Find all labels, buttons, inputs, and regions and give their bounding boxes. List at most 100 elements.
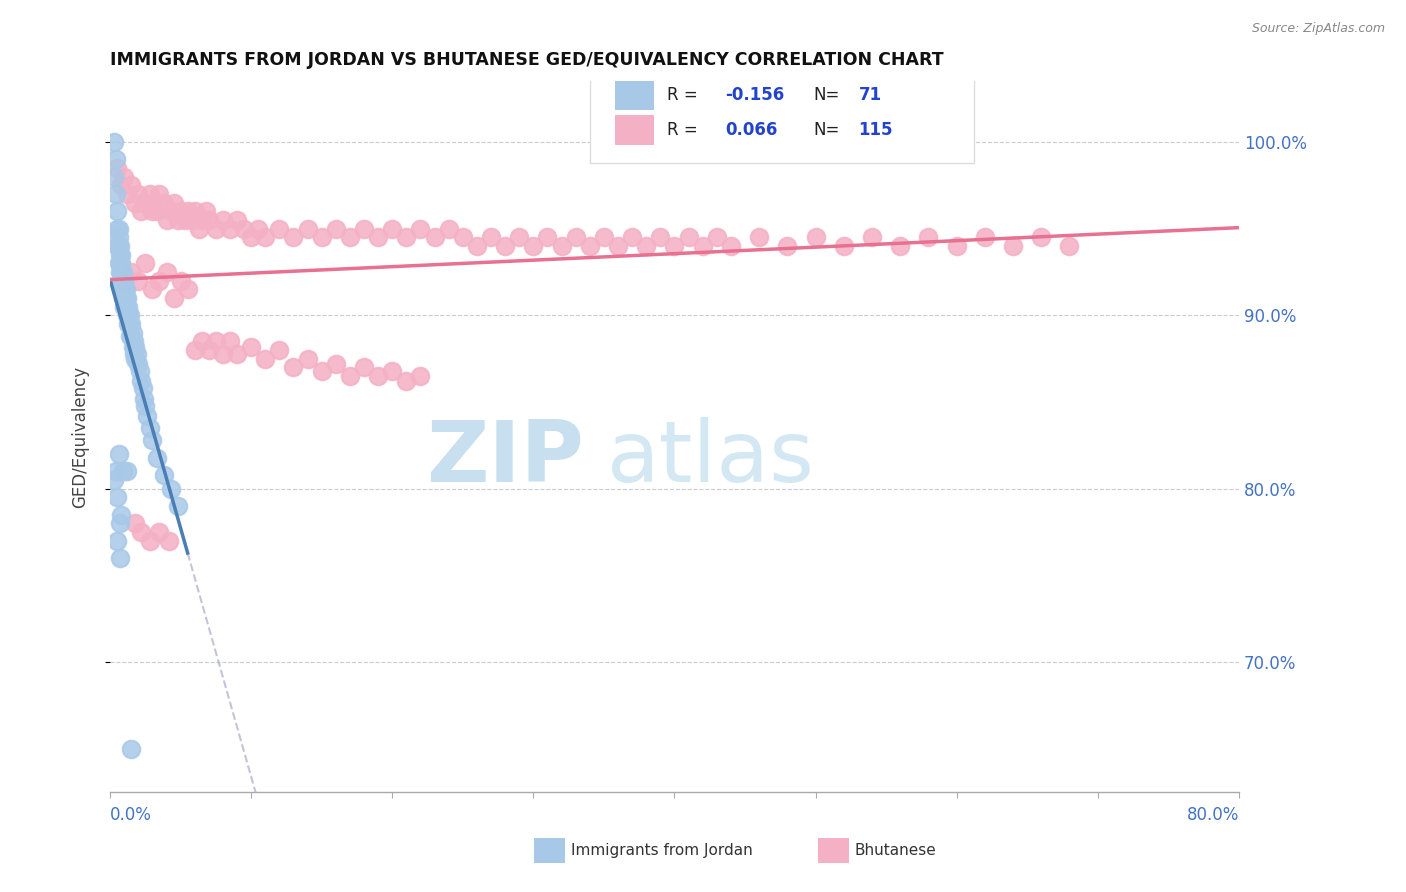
- Point: [105, 239, 128, 253]
- Point: [148, 524, 170, 539]
- Point: [120, 178, 142, 193]
- Point: [1002, 239, 1025, 253]
- Point: [1059, 239, 1081, 253]
- Point: [115, 291, 138, 305]
- Point: [706, 230, 728, 244]
- Point: [508, 230, 530, 244]
- Point: [105, 161, 128, 175]
- Point: [145, 204, 167, 219]
- Text: R =: R =: [666, 121, 697, 139]
- Point: [108, 256, 131, 270]
- Point: [205, 221, 228, 235]
- Point: [311, 364, 333, 378]
- Point: [180, 213, 202, 227]
- Point: [117, 317, 139, 331]
- Point: [148, 274, 170, 288]
- Point: [117, 309, 139, 323]
- Point: [254, 230, 277, 244]
- Point: [593, 230, 616, 244]
- Point: [141, 433, 163, 447]
- Point: [283, 230, 305, 244]
- Point: [124, 351, 146, 366]
- Point: [145, 450, 167, 465]
- Point: [212, 213, 235, 227]
- Point: [135, 409, 157, 423]
- Point: [169, 204, 191, 219]
- Point: [226, 346, 249, 360]
- Point: [367, 369, 389, 384]
- Point: [138, 187, 160, 202]
- Point: [465, 239, 488, 253]
- Point: [108, 239, 131, 253]
- Point: [889, 239, 911, 253]
- Point: [152, 195, 174, 210]
- Point: [122, 346, 145, 360]
- Point: [112, 169, 135, 184]
- Point: [111, 265, 134, 279]
- Text: N=: N=: [813, 86, 839, 103]
- Point: [917, 230, 939, 244]
- Point: [127, 274, 149, 288]
- Point: [297, 221, 319, 235]
- Point: [118, 329, 141, 343]
- Point: [297, 351, 319, 366]
- Point: [973, 230, 995, 244]
- Point: [107, 230, 129, 244]
- Point: [159, 204, 181, 219]
- Bar: [614, 115, 654, 145]
- Point: [108, 248, 131, 262]
- Point: [124, 195, 146, 210]
- Point: [107, 447, 129, 461]
- Point: [945, 239, 967, 253]
- Point: [110, 508, 132, 522]
- Point: [129, 204, 152, 219]
- Text: IMMIGRANTS FROM JORDAN VS BHUTANESE GED/EQUIVALENCY CORRELATION CHART: IMMIGRANTS FROM JORDAN VS BHUTANESE GED/…: [110, 51, 943, 69]
- Point: [169, 274, 191, 288]
- Text: 0.066: 0.066: [725, 121, 778, 139]
- Point: [122, 334, 145, 349]
- Point: [103, 135, 125, 149]
- Point: [118, 309, 141, 323]
- Point: [678, 230, 700, 244]
- Point: [804, 230, 827, 244]
- Point: [176, 204, 198, 219]
- Text: -0.156: -0.156: [725, 86, 785, 103]
- Text: Bhutanese: Bhutanese: [855, 844, 936, 858]
- Point: [353, 360, 375, 375]
- Point: [107, 221, 129, 235]
- Point: [692, 239, 714, 253]
- Point: [353, 221, 375, 235]
- Text: R =: R =: [666, 86, 697, 103]
- Point: [134, 256, 156, 270]
- Point: [157, 533, 180, 548]
- Point: [269, 343, 291, 357]
- Point: [367, 230, 389, 244]
- Point: [120, 741, 142, 756]
- Point: [325, 357, 347, 371]
- Point: [219, 334, 242, 349]
- Point: [121, 340, 143, 354]
- Point: [191, 334, 214, 349]
- Point: [110, 274, 132, 288]
- Point: [127, 187, 149, 202]
- Point: [198, 213, 221, 227]
- Point: [115, 300, 138, 314]
- Point: [325, 221, 347, 235]
- Point: [339, 230, 361, 244]
- Point: [205, 334, 228, 349]
- Text: 80.0%: 80.0%: [1187, 806, 1239, 824]
- Point: [155, 213, 177, 227]
- Point: [283, 360, 305, 375]
- Point: [111, 274, 134, 288]
- Point: [162, 195, 184, 210]
- Text: ZIP: ZIP: [426, 417, 583, 500]
- Point: [219, 221, 242, 235]
- Point: [226, 213, 249, 227]
- Point: [636, 239, 658, 253]
- Point: [212, 346, 235, 360]
- Point: [105, 204, 128, 219]
- Point: [114, 291, 136, 305]
- FancyBboxPatch shape: [589, 63, 973, 163]
- Point: [111, 464, 134, 478]
- Point: [607, 239, 630, 253]
